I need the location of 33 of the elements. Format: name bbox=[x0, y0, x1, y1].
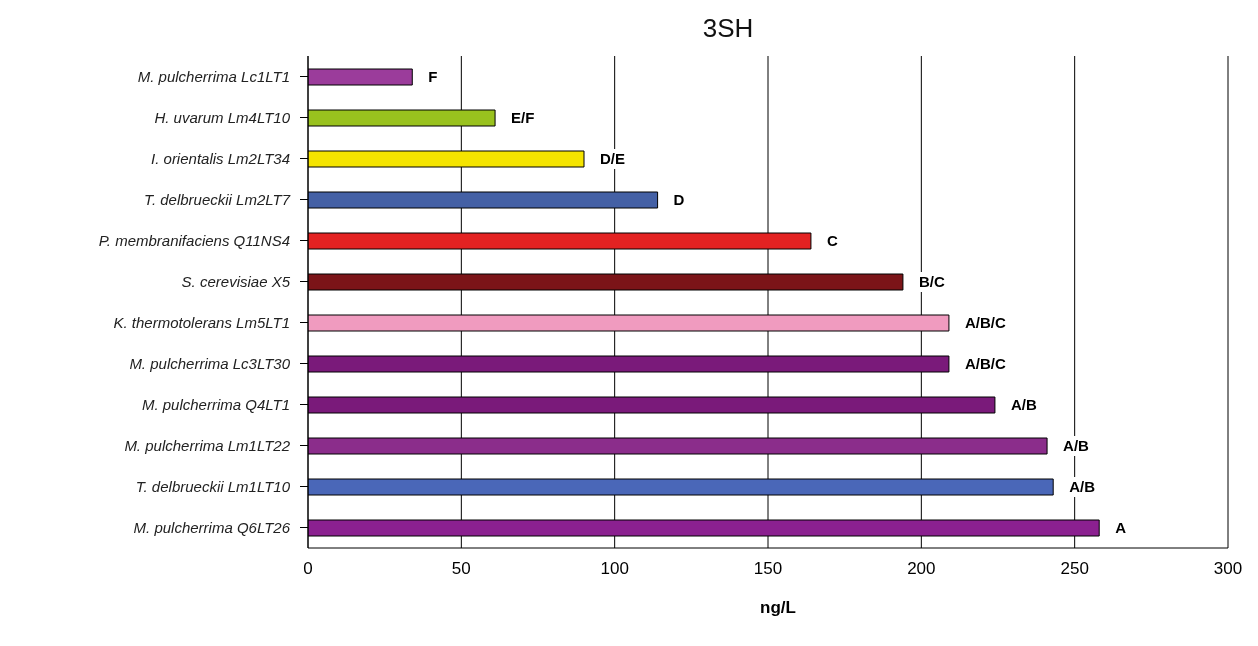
data-label: C bbox=[826, 232, 838, 249]
data-label: D bbox=[673, 191, 685, 208]
data-label: B/C bbox=[918, 273, 945, 290]
data-label: A/B/C bbox=[964, 355, 1006, 372]
y-tick-label: M. pulcherrima Q6LT26 bbox=[133, 518, 291, 536]
x-tick-label: 150 bbox=[753, 559, 783, 579]
y-tick-label: I. orientalis Lm2LT34 bbox=[151, 149, 290, 167]
data-label: F bbox=[428, 68, 438, 85]
chart-title: 3SH bbox=[701, 12, 755, 45]
x-tick-label: 200 bbox=[907, 559, 936, 579]
x-tick-label: 50 bbox=[451, 559, 471, 579]
x-tick-label: 250 bbox=[1060, 559, 1089, 579]
y-tick-label: S. cerevisiae X5 bbox=[181, 272, 291, 290]
y-tick-label: H. uvarum Lm4LT10 bbox=[154, 108, 291, 126]
data-label: D/E bbox=[600, 150, 626, 167]
data-label: A/B bbox=[1069, 478, 1096, 495]
x-tick-label: 100 bbox=[600, 559, 629, 579]
x-tick-label: 0 bbox=[303, 559, 313, 579]
y-tick-label: T. delbrueckii Lm2LT7 bbox=[144, 190, 291, 208]
y-tick-label: K. thermotolerans Lm5LT1 bbox=[113, 313, 290, 331]
y-tick-label: M. pulcherrima Q4LT1 bbox=[141, 395, 290, 413]
y-tick-label: M. pulcherrima Lm1LT22 bbox=[124, 436, 291, 454]
data-label: E/F bbox=[511, 109, 535, 126]
y-tick-label: M. pulcherrima Lc3LT30 bbox=[129, 354, 291, 372]
data-label: A bbox=[1115, 519, 1127, 536]
data-label: A/B/C bbox=[964, 314, 1006, 331]
y-tick-label: T. delbrueckii Lm1LT10 bbox=[135, 477, 291, 495]
data-label: A/B bbox=[1010, 396, 1037, 413]
x-axis-title: ng/L bbox=[759, 598, 797, 618]
y-tick-label: M. pulcherrima Lc1LT1 bbox=[137, 67, 290, 85]
x-tick-label: 300 bbox=[1213, 559, 1243, 579]
data-label: A/B bbox=[1063, 437, 1090, 454]
y-tick-label: P. membranifaciens Q11NS4 bbox=[98, 231, 290, 249]
